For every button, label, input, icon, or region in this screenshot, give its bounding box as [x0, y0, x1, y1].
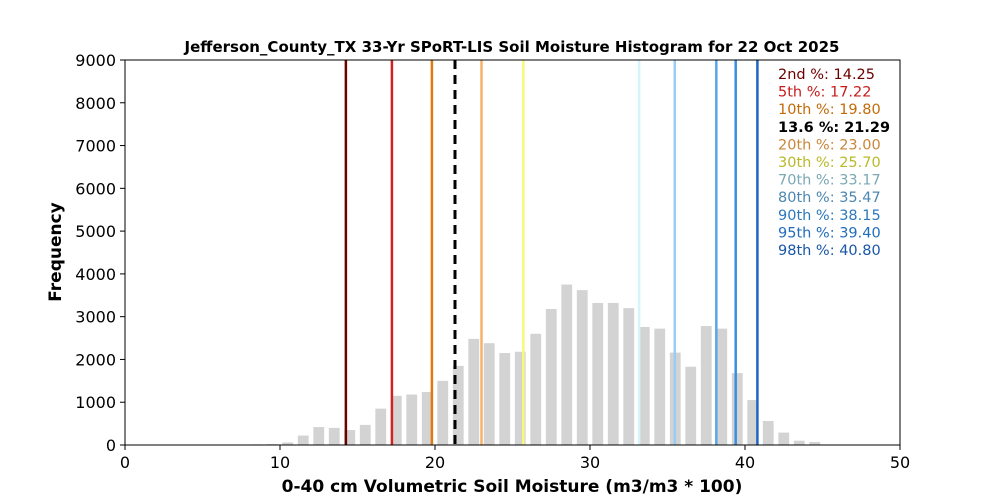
x-tick-label: 20 [425, 453, 445, 472]
legend-entry: 2nd %: 14.25 [778, 67, 875, 83]
histogram-bar [654, 328, 666, 445]
legend-entry: 10th %: 19.80 [778, 102, 881, 118]
x-axis-ticks: 0 10 20 30 40 50 [120, 445, 910, 472]
y-tick-label: 7000 [75, 137, 116, 156]
histogram-bar [747, 400, 759, 445]
histogram-bar [731, 373, 743, 445]
histogram-bar [344, 430, 356, 445]
histogram-bar [793, 440, 805, 445]
x-tick-label: 30 [580, 453, 600, 472]
y-axis-label: Frequency [46, 202, 66, 302]
histogram-bar [359, 424, 371, 445]
histogram-bar [313, 427, 325, 445]
histogram-bar [375, 408, 387, 445]
histogram-bar [437, 380, 449, 445]
histogram-bar [700, 326, 712, 445]
histogram-bar [483, 343, 495, 445]
y-tick-label: 9000 [75, 51, 116, 70]
legend-entry: 95th %: 39.40 [778, 225, 881, 241]
x-tick-label: 40 [735, 453, 755, 472]
y-tick-label: 2000 [75, 350, 116, 369]
legend-entry: 90th %: 38.15 [778, 208, 881, 224]
y-tick-label: 8000 [75, 94, 116, 113]
histogram-bar [685, 366, 697, 445]
histogram-bar [561, 284, 573, 445]
histogram-bar [716, 328, 728, 445]
histogram-bar [607, 302, 619, 445]
bars-group [220, 284, 821, 445]
y-tick-label: 6000 [75, 179, 116, 198]
x-tick-label: 0 [120, 453, 130, 472]
legend-entry: 5th %: 17.22 [778, 85, 872, 101]
histogram-bar [514, 351, 526, 445]
legend-entry: 30th %: 25.70 [778, 155, 881, 171]
histogram-bar [530, 333, 542, 445]
x-tick-label: 10 [270, 453, 290, 472]
histogram-bar [282, 442, 294, 445]
legend-entry: 20th %: 23.00 [778, 137, 881, 153]
legend-entry: 98th %: 40.80 [778, 243, 881, 259]
histogram-bar [576, 290, 588, 445]
plot-frame [124, 59, 901, 446]
y-tick-label: 1000 [75, 393, 116, 412]
histogram-bar [421, 391, 433, 445]
histogram-bar [452, 365, 464, 445]
reference-lines-group [344, 60, 759, 445]
histogram-bar [778, 432, 790, 445]
legend-entry: 80th %: 35.47 [778, 190, 881, 206]
histogram-bar [328, 427, 340, 445]
chart-title: Jefferson_County_TX 33-Yr SPoRT-LIS Soil… [184, 38, 840, 56]
histogram-bar [545, 308, 557, 445]
histogram-bar [468, 338, 480, 445]
histogram-bar [592, 302, 604, 445]
y-tick-label: 4000 [75, 265, 116, 284]
histogram-bar [406, 394, 418, 445]
histogram-bar [762, 421, 774, 445]
legend-entry: 13.6 %: 21.29 [778, 120, 890, 136]
x-tick-label: 50 [890, 453, 910, 472]
x-axis-label: 0-40 cm Volumetric Soil Moisture (m3/m3 … [282, 477, 743, 497]
y-tick-label: 0 [106, 436, 116, 455]
histogram-bar [623, 308, 635, 445]
histogram-bar [499, 353, 511, 445]
histogram-bar [390, 395, 402, 445]
y-tick-label: 3000 [75, 308, 116, 327]
histogram-bar [638, 326, 650, 445]
y-tick-label: 5000 [75, 222, 116, 241]
histogram-bar [297, 435, 309, 445]
histogram-bar [809, 442, 821, 445]
y-axis-ticks: 0 1000 2000 3000 4000 5000 6000 7000 8000 9000 [75, 51, 125, 455]
legend-entry: 70th %: 33.17 [778, 173, 881, 189]
